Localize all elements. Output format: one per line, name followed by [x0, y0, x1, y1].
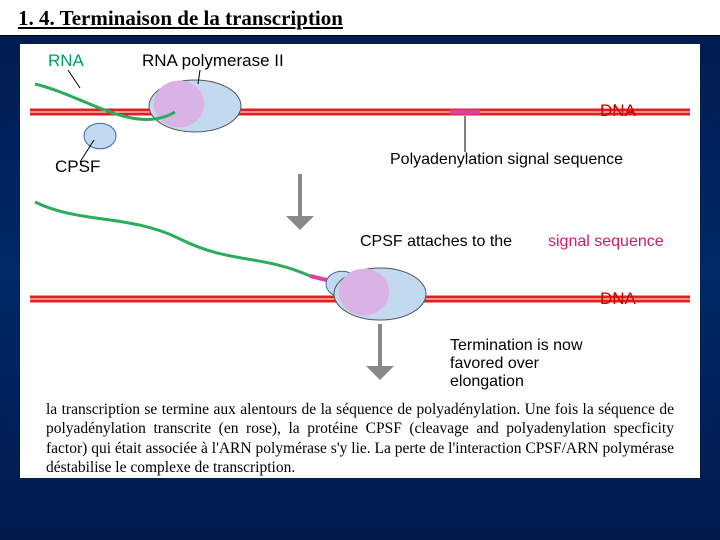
svg-text:elongation: elongation	[450, 373, 524, 390]
svg-text:Termination is now: Termination is now	[450, 337, 583, 354]
caption-text: la transcription se termine aux alentour…	[20, 394, 700, 478]
svg-text:DNA: DNA	[600, 289, 637, 308]
svg-text:favored over: favored over	[450, 355, 540, 372]
svg-text:CPSF: CPSF	[55, 157, 100, 176]
svg-text:RNA: RNA	[48, 51, 85, 70]
svg-text:DNA: DNA	[600, 101, 637, 120]
svg-text:Polyadenylation signal sequenc: Polyadenylation signal sequence	[390, 151, 623, 168]
slide-title: 1. 4. Terminaison de la transcription	[18, 6, 343, 30]
svg-text:CPSF attaches to the: CPSF attaches to the	[360, 233, 512, 250]
svg-text:RNA polymerase II: RNA polymerase II	[142, 51, 284, 70]
slide-header: 1. 4. Terminaison de la transcription	[0, 0, 720, 36]
diagram-svg: RNA RNA polymerase II DNA Polyadenylation s…	[20, 44, 700, 394]
svg-text:signal sequence: signal sequence	[548, 233, 664, 250]
diagram-panel: RNA RNA polymerase II DNA Polyadenylation s…	[20, 44, 700, 394]
